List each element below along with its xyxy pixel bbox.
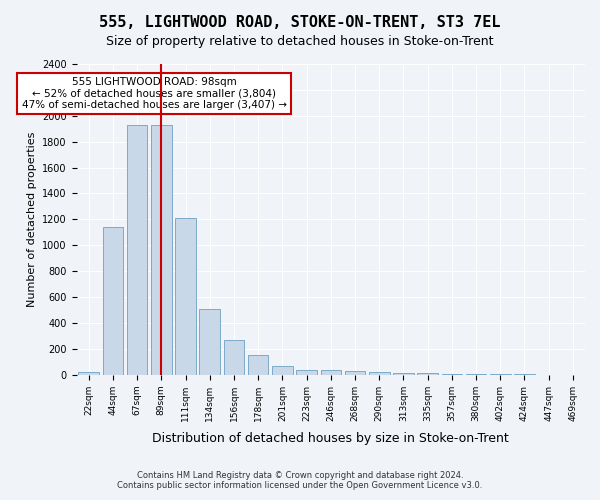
Bar [175, 218, 196, 375]
Bar [151, 125, 172, 375]
Bar [442, 374, 462, 375]
Bar [199, 308, 220, 375]
Bar [248, 354, 268, 375]
Bar [418, 374, 438, 375]
Bar [224, 340, 244, 375]
Bar [393, 373, 414, 375]
Bar [127, 125, 148, 375]
Bar [320, 370, 341, 375]
Text: Contains HM Land Registry data © Crown copyright and database right 2024.
Contai: Contains HM Land Registry data © Crown c… [118, 470, 482, 490]
Bar [296, 370, 317, 375]
Bar [490, 374, 511, 375]
Bar [103, 227, 123, 375]
Y-axis label: Number of detached properties: Number of detached properties [26, 132, 37, 307]
Bar [466, 374, 487, 375]
X-axis label: Distribution of detached houses by size in Stoke-on-Trent: Distribution of detached houses by size … [152, 432, 509, 445]
Text: 555, LIGHTWOOD ROAD, STOKE-ON-TRENT, ST3 7EL: 555, LIGHTWOOD ROAD, STOKE-ON-TRENT, ST3… [99, 15, 501, 30]
Bar [345, 371, 365, 375]
Bar [369, 372, 389, 375]
Bar [79, 372, 99, 375]
Bar [272, 366, 293, 375]
Text: Size of property relative to detached houses in Stoke-on-Trent: Size of property relative to detached ho… [106, 35, 494, 48]
Text: 555 LIGHTWOOD ROAD: 98sqm
← 52% of detached houses are smaller (3,804)
47% of se: 555 LIGHTWOOD ROAD: 98sqm ← 52% of detac… [22, 77, 287, 110]
